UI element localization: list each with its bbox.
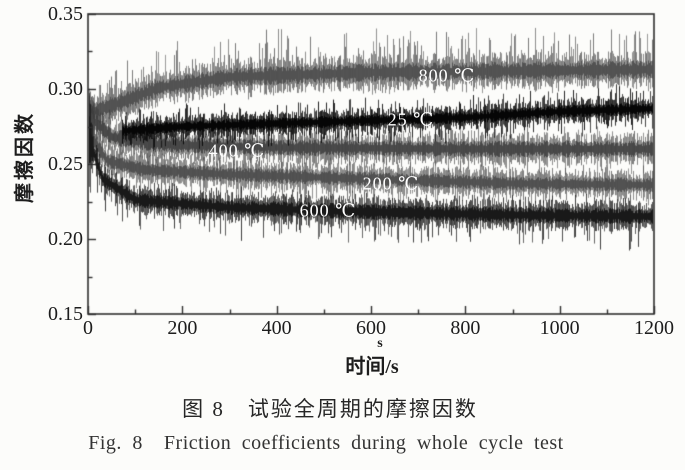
y-tick-label-0.25: 0.25 bbox=[48, 153, 83, 175]
y-tick-label-0.35: 0.35 bbox=[48, 3, 83, 25]
y-axis-title: 摩擦因数 bbox=[14, 111, 36, 203]
series-label-600c: 600 ℃ bbox=[299, 200, 357, 221]
y-tick-label-0.20: 0.20 bbox=[48, 228, 83, 250]
x-tick-label-200: 200 bbox=[167, 317, 198, 339]
x-axis-title: 时间/s bbox=[345, 356, 399, 378]
series-label-200c: 200 ℃ bbox=[362, 173, 420, 194]
series-label-25c: 25 ℃ bbox=[387, 109, 435, 130]
y-tick-label-0.15: 0.15 bbox=[48, 303, 83, 325]
x-tick-label-400: 400 bbox=[261, 317, 292, 339]
y-tick-label-0.30: 0.30 bbox=[48, 78, 83, 100]
x-tick-label-1000: 1000 bbox=[539, 317, 580, 339]
series-label-400c: 400 ℃ bbox=[208, 140, 266, 161]
series-label-800c: 800 ℃ bbox=[418, 65, 476, 86]
caption-chinese: 图 8 试验全周期的摩擦因数 bbox=[182, 397, 478, 421]
x-tick-label-1200: 1200 bbox=[634, 317, 674, 339]
x-tick-label-0: 0 bbox=[83, 317, 93, 339]
x-axis-unit-superscript: s bbox=[377, 336, 383, 351]
caption-english: Fig. 8 Friction coefficients during whol… bbox=[88, 432, 564, 454]
x-tick-label-800: 800 bbox=[450, 317, 481, 339]
x-tick-label-600: 600 bbox=[356, 317, 386, 339]
